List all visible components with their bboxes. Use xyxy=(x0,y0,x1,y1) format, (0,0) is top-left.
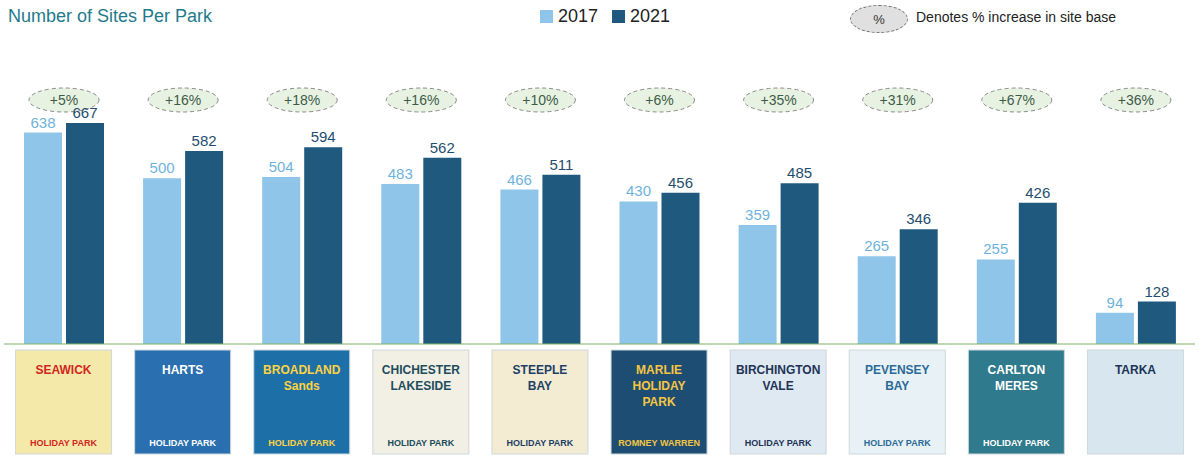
svg-text:+35%: +35% xyxy=(760,92,796,108)
svg-text:CHICHESTER: CHICHESTER xyxy=(382,363,460,377)
svg-text:BIRCHINGTON: BIRCHINGTON xyxy=(736,363,820,377)
svg-text:LAKESIDE: LAKESIDE xyxy=(391,379,452,393)
svg-text:HOLIDAY PARK: HOLIDAY PARK xyxy=(507,438,574,448)
html-text:Number of Sites Per Park: Number of Sites Per Park xyxy=(8,6,213,26)
svg-text:265: 265 xyxy=(864,237,889,254)
svg-text:511: 511 xyxy=(549,156,573,173)
svg-text:+10%: +10% xyxy=(522,92,558,108)
svg-text:HOLIDAY PARK: HOLIDAY PARK xyxy=(864,438,931,448)
svg-text:PEVENSEY: PEVENSEY xyxy=(865,363,930,377)
svg-text:BROADLAND: BROADLAND xyxy=(263,363,341,377)
svg-text:VALE: VALE xyxy=(763,379,794,393)
svg-text:+36%: +36% xyxy=(1118,92,1154,108)
svg-text:+31%: +31% xyxy=(880,92,916,108)
svg-text:BAY: BAY xyxy=(885,379,909,393)
svg-text:Sands: Sands xyxy=(284,379,320,393)
svg-text:667: 667 xyxy=(72,104,97,121)
svg-text:HOLIDAY: HOLIDAY xyxy=(633,379,686,393)
svg-text:562: 562 xyxy=(430,139,455,156)
svg-text:HOLIDAY PARK: HOLIDAY PARK xyxy=(983,438,1050,448)
svg-text:582: 582 xyxy=(192,132,217,149)
svg-text:HOLIDAY PARK: HOLIDAY PARK xyxy=(745,438,812,448)
html-text:Denotes % increase in site bas: Denotes % increase in site base xyxy=(916,9,1116,25)
svg-text:+6%: +6% xyxy=(645,92,673,108)
svg-text:CARLTON: CARLTON xyxy=(988,363,1046,377)
svg-text:SEAWICK: SEAWICK xyxy=(36,363,92,377)
svg-text:466: 466 xyxy=(507,171,532,188)
svg-text:BAY: BAY xyxy=(528,379,552,393)
svg-text:STEEPLE: STEEPLE xyxy=(513,363,568,377)
svg-text:500: 500 xyxy=(150,159,175,176)
svg-text:HOLIDAY PARK: HOLIDAY PARK xyxy=(268,438,335,448)
svg-text:HARTS: HARTS xyxy=(162,363,203,377)
svg-text:359: 359 xyxy=(745,206,770,223)
svg-text:ROMNEY WARREN: ROMNEY WARREN xyxy=(618,438,700,448)
svg-text:94: 94 xyxy=(1107,294,1124,311)
svg-text:HOLIDAY PARK: HOLIDAY PARK xyxy=(30,438,97,448)
svg-text:+5%: +5% xyxy=(49,92,79,108)
svg-text:255: 255 xyxy=(983,240,1008,257)
svg-text:346: 346 xyxy=(906,210,931,227)
svg-text:+18%: +18% xyxy=(284,92,320,108)
svg-text:430: 430 xyxy=(626,182,651,199)
svg-text:HOLIDAY PARK: HOLIDAY PARK xyxy=(149,438,216,448)
svg-text:504: 504 xyxy=(269,158,294,175)
html-text:2017: 2017 xyxy=(558,6,598,26)
svg-text:HOLIDAY PARK: HOLIDAY PARK xyxy=(387,438,454,448)
svg-text:594: 594 xyxy=(311,128,336,145)
svg-text:638: 638 xyxy=(30,114,55,131)
svg-text:MERES: MERES xyxy=(995,379,1038,393)
svg-text:TARKA: TARKA xyxy=(1115,363,1156,377)
svg-text:426: 426 xyxy=(1025,184,1050,201)
svg-text:+16%: +16% xyxy=(403,92,439,108)
svg-text:456: 456 xyxy=(668,174,693,191)
svg-text:+67%: +67% xyxy=(999,92,1035,108)
svg-text:485: 485 xyxy=(787,164,812,181)
svg-text:128: 128 xyxy=(1144,283,1169,300)
svg-text:PARK: PARK xyxy=(642,395,675,409)
svg-text:483: 483 xyxy=(388,165,413,182)
html-text:2021: 2021 xyxy=(630,6,671,26)
svg-text:MARLIE: MARLIE xyxy=(636,363,682,377)
svg-text:+16%: +16% xyxy=(165,92,201,108)
